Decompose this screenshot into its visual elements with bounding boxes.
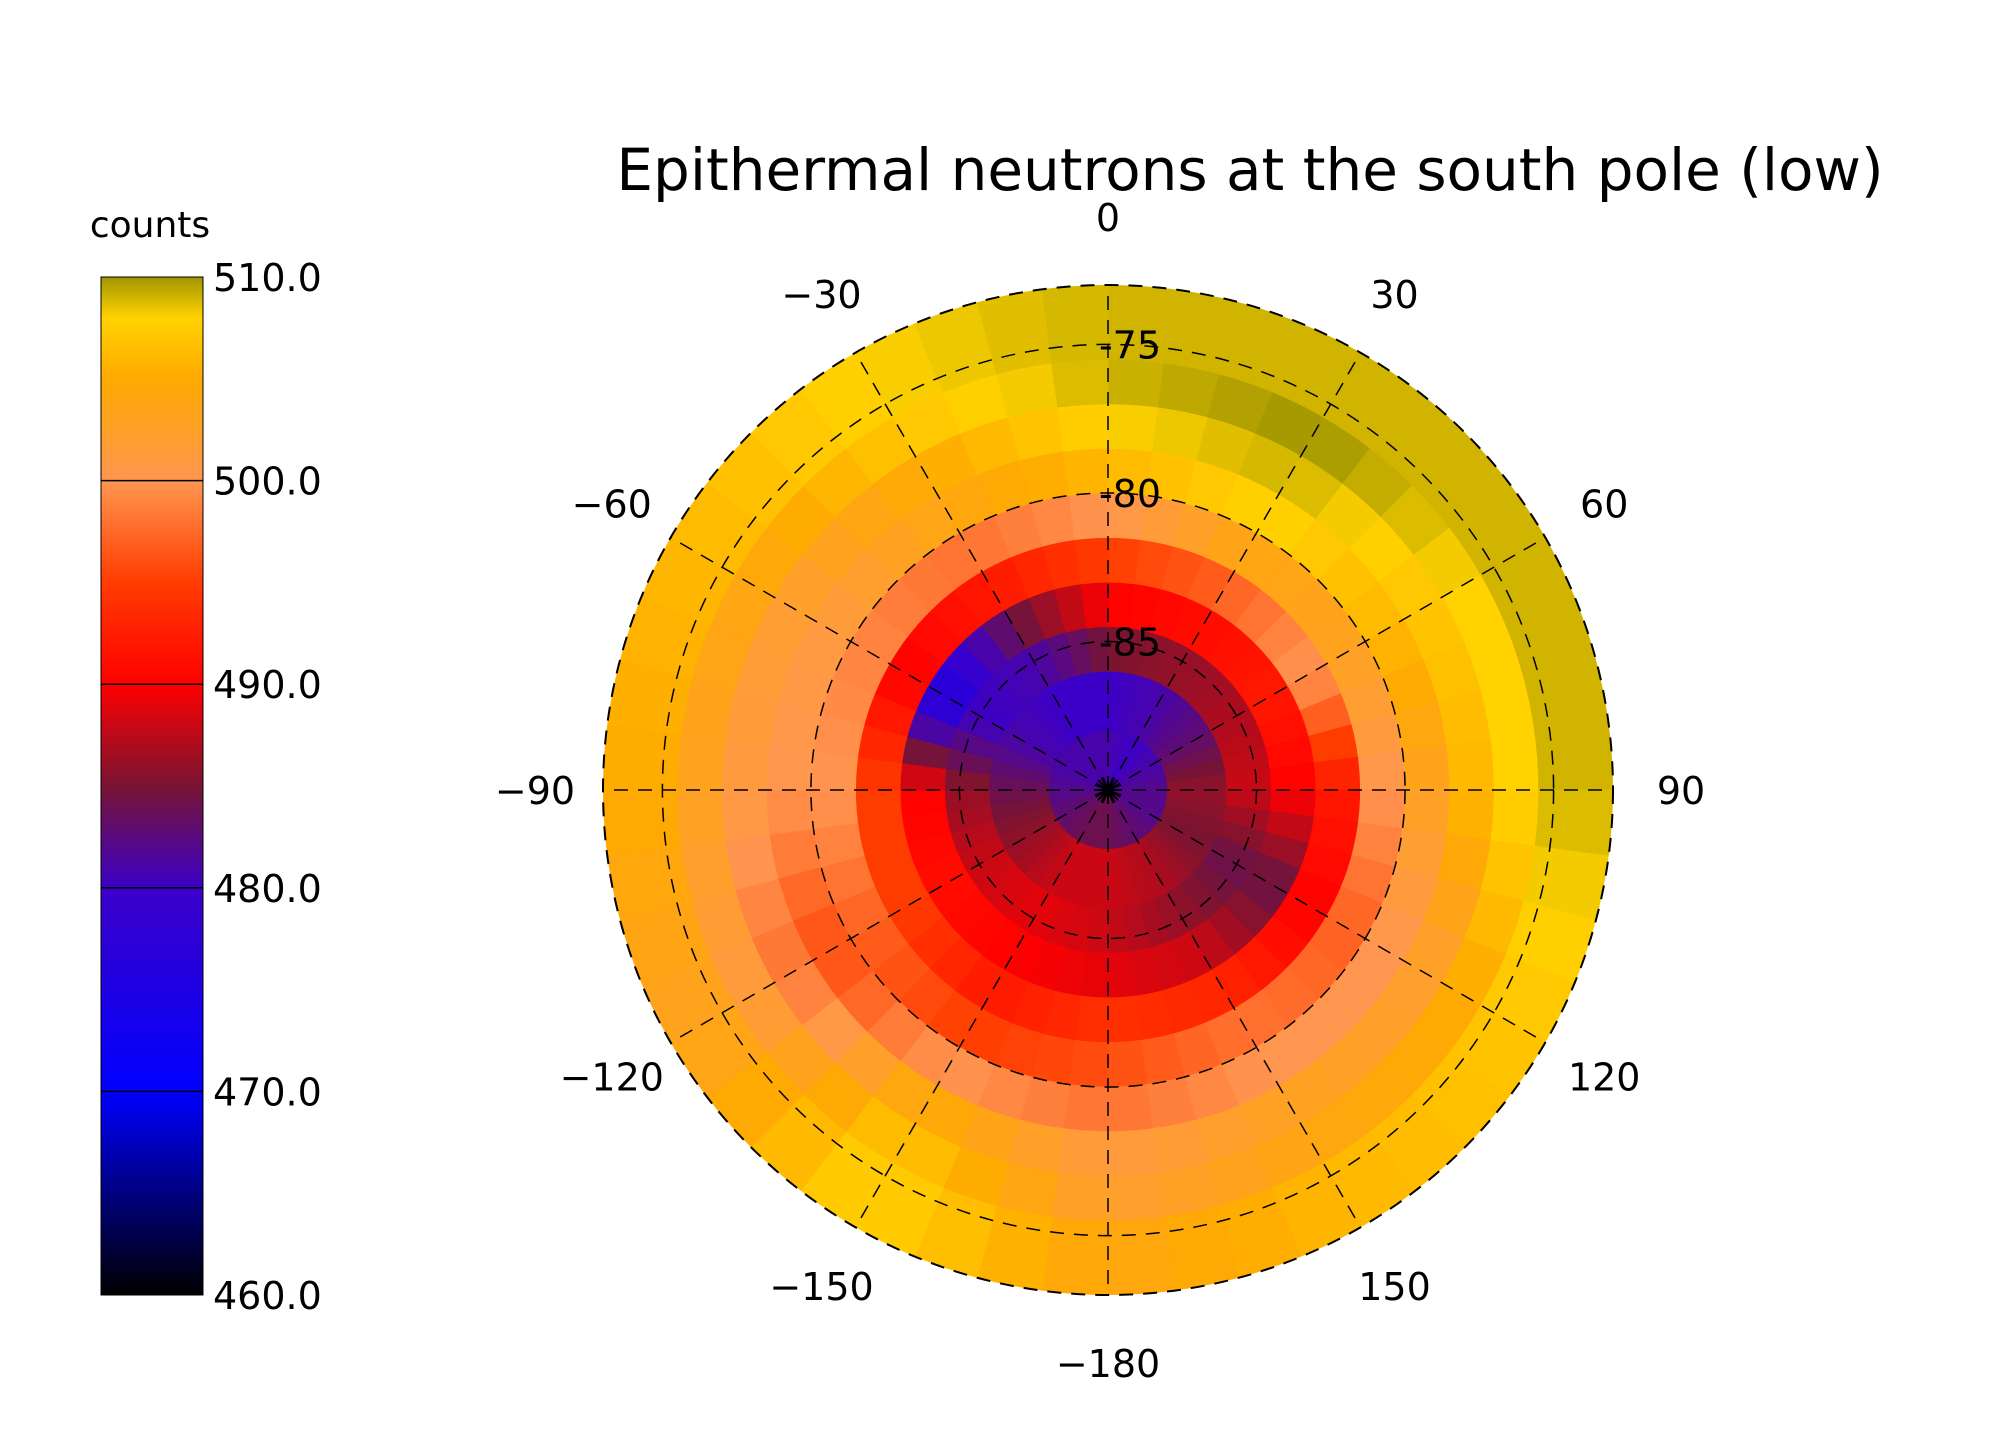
colorbar-label: counts <box>90 205 210 246</box>
heatmap-cell <box>1490 733 1540 791</box>
heatmap-cell <box>1534 723 1613 791</box>
heatmap-cell <box>1068 1039 1109 1088</box>
colorbar-ticks: 510.0 500.0 490.0 480.0 470.0 460.0 <box>101 256 322 1318</box>
longitude-label: −150 <box>769 1265 873 1309</box>
polar-disc <box>603 285 1613 1295</box>
meridian-line <box>670 789 1109 1044</box>
heatmap-cell <box>1051 1172 1109 1222</box>
heatmap-cell <box>1041 1216 1109 1295</box>
heatmap-cell <box>676 733 726 791</box>
heatmap-cell <box>721 789 770 841</box>
longitude-label: 150 <box>1358 1265 1431 1309</box>
meridian-line <box>1107 352 1362 791</box>
heatmap-cell <box>765 789 814 836</box>
colorbar-tick-label: 470.0 <box>213 1070 322 1114</box>
heatmap-cell <box>1402 744 1451 791</box>
heatmap-cell <box>1357 750 1406 791</box>
longitude-label: 120 <box>1568 1056 1641 1100</box>
meridian-line <box>854 789 1109 1228</box>
heatmap-cell <box>1357 789 1406 830</box>
longitude-label: −30 <box>781 273 861 317</box>
longitude-label: −60 <box>572 483 652 527</box>
heatmap-cell <box>1107 1128 1159 1177</box>
heatmap-cell <box>1057 1128 1109 1177</box>
colorbar: counts 510.0 500.0 490.0 480.0 470.0 460.0 <box>90 205 322 1318</box>
longitude-label: −120 <box>560 1056 664 1100</box>
pole-marker <box>1101 776 1115 804</box>
heatmap-cell <box>1446 789 1495 841</box>
chart-title: Epithermal neutrons at the south pole (l… <box>616 136 1883 204</box>
colorbar-gradient-bar <box>100 276 204 1296</box>
polar-grid <box>603 285 1613 1295</box>
longitude-label: 60 <box>1580 483 1628 527</box>
heatmap-cell <box>1062 1084 1109 1133</box>
heatmap-cell <box>1074 537 1109 585</box>
heatmap-cell <box>721 739 770 791</box>
colorbar-tick-label: 510.0 <box>213 256 322 300</box>
heatmap-cell <box>603 723 682 791</box>
latitude-labels: -75 -80 -85 <box>1099 323 1161 664</box>
colorbar-tick-label: 490.0 <box>213 663 322 707</box>
latitude-label: -85 <box>1099 620 1161 664</box>
meridian-line <box>1107 789 1546 1044</box>
heatmap-cell <box>603 789 682 857</box>
heatmap-cell <box>1107 1172 1165 1222</box>
heatmap-cell <box>810 750 859 791</box>
colorbar-tick-label: 500.0 <box>213 460 322 504</box>
meridian-line <box>1107 789 1362 1228</box>
colorbar-tick-label: 460.0 <box>213 1274 322 1318</box>
heatmap-cell <box>1490 789 1540 847</box>
meridian-line <box>670 536 1109 791</box>
heatmap-cell <box>1107 1084 1154 1133</box>
heatmap-cell <box>1402 789 1451 836</box>
heatmap-cell <box>1057 403 1109 452</box>
heatmap-cell <box>765 744 814 791</box>
heatmap-cell <box>1446 739 1495 791</box>
latitude-label: -75 <box>1099 323 1161 367</box>
longitude-label: −180 <box>1056 1342 1160 1386</box>
heatmap-cell <box>810 789 859 830</box>
heatmap-cell <box>1107 403 1159 452</box>
heatmap-cell <box>855 789 903 824</box>
meridian-line <box>1107 536 1546 791</box>
heatmap-cell <box>1534 789 1613 857</box>
longitude-labels: 0 30 60 90 120 150 −180 −150 −120 −90 −60 −30 <box>495 196 1705 1386</box>
longitude-label: 30 <box>1370 273 1418 317</box>
heatmap-cell <box>1041 285 1109 364</box>
colorbar-tick-label: 480.0 <box>213 867 322 911</box>
heatmap-cell <box>1107 1039 1148 1088</box>
heatmap-cell <box>1313 756 1361 791</box>
longitude-label: 90 <box>1657 769 1705 813</box>
heatmap-cell <box>1107 1216 1175 1295</box>
latitude-label: -80 <box>1099 472 1161 516</box>
longitude-label: 0 <box>1096 196 1120 240</box>
heatmap-cell <box>1107 995 1142 1043</box>
heatmap-cell <box>676 789 726 847</box>
meridian-line <box>854 352 1109 791</box>
longitude-label: −90 <box>495 769 575 813</box>
